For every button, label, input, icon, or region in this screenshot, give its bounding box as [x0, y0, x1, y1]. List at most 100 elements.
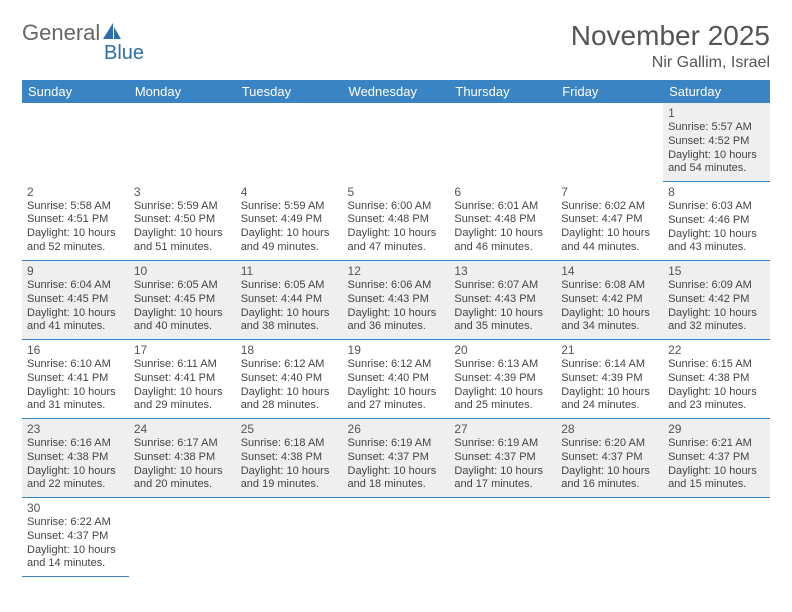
day-number: 1	[668, 106, 765, 120]
day-number: 7	[561, 185, 658, 199]
day-cell: 21Sunrise: 6:14 AMSunset: 4:39 PMDayligh…	[556, 340, 663, 419]
calendar-table: SundayMondayTuesdayWednesdayThursdayFrid…	[22, 80, 770, 577]
daylight-text: Daylight: 10 hours and 27 minutes.	[348, 386, 445, 414]
daylight-text: Daylight: 10 hours and 44 minutes.	[561, 227, 658, 255]
day-cell: 24Sunrise: 6:17 AMSunset: 4:38 PMDayligh…	[129, 419, 236, 498]
sunset-text: Sunset: 4:48 PM	[348, 213, 445, 227]
day-number: 10	[134, 264, 231, 278]
title-block: November 2025 Nir Gallim, Israel	[571, 20, 770, 72]
day-number: 12	[348, 264, 445, 278]
day-number: 3	[134, 185, 231, 199]
sunset-text: Sunset: 4:41 PM	[134, 372, 231, 386]
sunset-text: Sunset: 4:51 PM	[27, 213, 124, 227]
day-cell: 7Sunrise: 6:02 AMSunset: 4:47 PMDaylight…	[556, 182, 663, 261]
daylight-text: Daylight: 10 hours and 17 minutes.	[454, 465, 551, 493]
sunrise-text: Sunrise: 6:15 AM	[668, 358, 765, 372]
daylight-text: Daylight: 10 hours and 29 minutes.	[134, 386, 231, 414]
day-info: Sunrise: 6:09 AMSunset: 4:42 PMDaylight:…	[668, 279, 765, 334]
sunset-text: Sunset: 4:40 PM	[348, 372, 445, 386]
weekday-header-row: SundayMondayTuesdayWednesdayThursdayFrid…	[22, 80, 770, 103]
location-label: Nir Gallim, Israel	[571, 54, 770, 72]
day-number: 24	[134, 422, 231, 436]
day-number: 2	[27, 185, 124, 199]
day-cell: 18Sunrise: 6:12 AMSunset: 4:40 PMDayligh…	[236, 340, 343, 419]
sunrise-text: Sunrise: 6:10 AM	[27, 358, 124, 372]
empty-cell	[22, 103, 129, 182]
sunset-text: Sunset: 4:37 PM	[561, 451, 658, 465]
day-number: 17	[134, 343, 231, 357]
empty-cell	[129, 498, 236, 577]
daylight-text: Daylight: 10 hours and 15 minutes.	[668, 465, 765, 493]
day-info: Sunrise: 6:02 AMSunset: 4:47 PMDaylight:…	[561, 200, 658, 255]
day-number: 23	[27, 422, 124, 436]
sunrise-text: Sunrise: 5:59 AM	[241, 200, 338, 214]
week-row: 23Sunrise: 6:16 AMSunset: 4:38 PMDayligh…	[22, 419, 770, 498]
sunrise-text: Sunrise: 6:04 AM	[27, 279, 124, 293]
empty-cell	[449, 103, 556, 182]
day-number: 27	[454, 422, 551, 436]
empty-cell	[236, 498, 343, 577]
empty-cell	[129, 103, 236, 182]
sunset-text: Sunset: 4:38 PM	[134, 451, 231, 465]
sunset-text: Sunset: 4:38 PM	[241, 451, 338, 465]
day-number: 14	[561, 264, 658, 278]
sunset-text: Sunset: 4:39 PM	[561, 372, 658, 386]
day-info: Sunrise: 6:04 AMSunset: 4:45 PMDaylight:…	[27, 279, 124, 334]
sunset-text: Sunset: 4:42 PM	[668, 293, 765, 307]
day-cell: 14Sunrise: 6:08 AMSunset: 4:42 PMDayligh…	[556, 261, 663, 340]
empty-cell	[663, 498, 770, 577]
empty-cell	[236, 103, 343, 182]
sunset-text: Sunset: 4:47 PM	[561, 213, 658, 227]
sunset-text: Sunset: 4:39 PM	[454, 372, 551, 386]
day-number: 5	[348, 185, 445, 199]
day-number: 26	[348, 422, 445, 436]
day-number: 25	[241, 422, 338, 436]
day-cell: 26Sunrise: 6:19 AMSunset: 4:37 PMDayligh…	[343, 419, 450, 498]
day-cell: 28Sunrise: 6:20 AMSunset: 4:37 PMDayligh…	[556, 419, 663, 498]
daylight-text: Daylight: 10 hours and 19 minutes.	[241, 465, 338, 493]
daylight-text: Daylight: 10 hours and 36 minutes.	[348, 307, 445, 335]
sunrise-text: Sunrise: 6:17 AM	[134, 437, 231, 451]
sunrise-text: Sunrise: 6:11 AM	[134, 358, 231, 372]
day-info: Sunrise: 6:22 AMSunset: 4:37 PMDaylight:…	[27, 516, 124, 571]
daylight-text: Daylight: 10 hours and 43 minutes.	[668, 228, 765, 256]
weekday-wednesday: Wednesday	[343, 80, 450, 103]
sunrise-text: Sunrise: 6:19 AM	[454, 437, 551, 451]
sunrise-text: Sunrise: 6:12 AM	[241, 358, 338, 372]
day-info: Sunrise: 5:57 AMSunset: 4:52 PMDaylight:…	[668, 121, 765, 176]
day-info: Sunrise: 6:20 AMSunset: 4:37 PMDaylight:…	[561, 437, 658, 492]
daylight-text: Daylight: 10 hours and 23 minutes.	[668, 386, 765, 414]
day-info: Sunrise: 6:12 AMSunset: 4:40 PMDaylight:…	[348, 358, 445, 413]
day-cell: 1Sunrise: 5:57 AMSunset: 4:52 PMDaylight…	[663, 103, 770, 182]
sunrise-text: Sunrise: 6:16 AM	[27, 437, 124, 451]
empty-cell	[343, 103, 450, 182]
sunset-text: Sunset: 4:40 PM	[241, 372, 338, 386]
daylight-text: Daylight: 10 hours and 20 minutes.	[134, 465, 231, 493]
day-info: Sunrise: 6:14 AMSunset: 4:39 PMDaylight:…	[561, 358, 658, 413]
sunset-text: Sunset: 4:48 PM	[454, 213, 551, 227]
weekday-sunday: Sunday	[22, 80, 129, 103]
day-number: 21	[561, 343, 658, 357]
day-number: 30	[27, 501, 124, 515]
logo-text-2: Blue	[104, 42, 144, 65]
daylight-text: Daylight: 10 hours and 24 minutes.	[561, 386, 658, 414]
day-cell: 10Sunrise: 6:05 AMSunset: 4:45 PMDayligh…	[129, 261, 236, 340]
day-info: Sunrise: 6:17 AMSunset: 4:38 PMDaylight:…	[134, 437, 231, 492]
sunset-text: Sunset: 4:43 PM	[348, 293, 445, 307]
sunset-text: Sunset: 4:41 PM	[27, 372, 124, 386]
daylight-text: Daylight: 10 hours and 51 minutes.	[134, 227, 231, 255]
weekday-tuesday: Tuesday	[236, 80, 343, 103]
daylight-text: Daylight: 10 hours and 22 minutes.	[27, 465, 124, 493]
day-number: 18	[241, 343, 338, 357]
day-info: Sunrise: 6:12 AMSunset: 4:40 PMDaylight:…	[241, 358, 338, 413]
sunrise-text: Sunrise: 6:18 AM	[241, 437, 338, 451]
day-number: 16	[27, 343, 124, 357]
day-info: Sunrise: 5:59 AMSunset: 4:50 PMDaylight:…	[134, 200, 231, 255]
day-cell: 3Sunrise: 5:59 AMSunset: 4:50 PMDaylight…	[129, 182, 236, 261]
daylight-text: Daylight: 10 hours and 25 minutes.	[454, 386, 551, 414]
day-cell: 6Sunrise: 6:01 AMSunset: 4:48 PMDaylight…	[449, 182, 556, 261]
day-cell: 8Sunrise: 6:03 AMSunset: 4:46 PMDaylight…	[663, 182, 770, 261]
sunrise-text: Sunrise: 5:58 AM	[27, 200, 124, 214]
day-number: 28	[561, 422, 658, 436]
day-info: Sunrise: 6:06 AMSunset: 4:43 PMDaylight:…	[348, 279, 445, 334]
